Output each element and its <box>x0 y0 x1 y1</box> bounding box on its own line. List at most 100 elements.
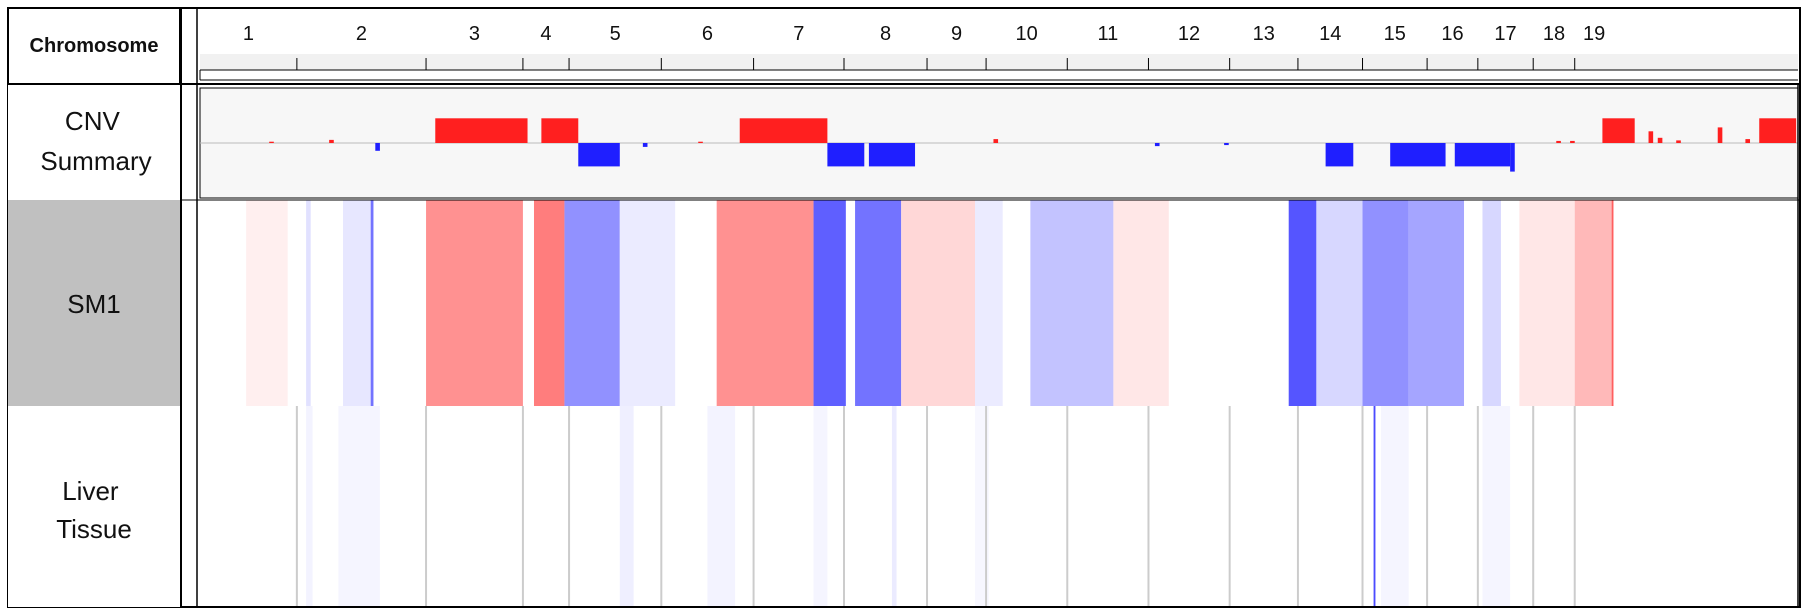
cnv-loss-bar <box>1454 143 1511 167</box>
cnv-loss-bar <box>1325 143 1354 167</box>
cnv-gain-bar <box>1759 118 1797 143</box>
cnv-loss-bar <box>827 143 865 167</box>
sm1-segment <box>306 200 311 406</box>
chromosome-labels: 1 2 3 4 5 6 7 8 9 10 11 12 13 14 15 16 17 18 19 <box>243 23 1605 45</box>
cnv-gain-bar <box>329 139 334 143</box>
cnv-gain-bar <box>435 118 528 143</box>
chromosome-label-8: 8 <box>880 23 891 45</box>
chromosome-label-9: 9 <box>951 23 962 45</box>
sm1-segment <box>1113 200 1169 406</box>
cnv-gain-bar <box>698 141 703 143</box>
cnv-summary-label-cell <box>8 84 180 200</box>
cnv-loss-bar <box>1390 143 1446 167</box>
liver-tissue-segment <box>1380 406 1409 606</box>
chromosome-label-2: 2 <box>356 23 367 45</box>
sm1-segment <box>1574 200 1612 406</box>
cnv-gain-bar <box>1745 139 1751 143</box>
cnv-summary-label: CNV Summary <box>40 106 151 176</box>
chromosome-label-6: 6 <box>702 23 713 45</box>
chromosome-label-16: 16 <box>1441 23 1463 45</box>
cnv-loss-bar <box>578 143 620 167</box>
chromosome-label-19: 19 <box>1583 23 1605 45</box>
sm1-segment <box>813 200 846 406</box>
cnv-bars <box>269 118 1797 172</box>
liver-tissue-segment <box>338 406 380 606</box>
cnv-summary-track <box>199 87 1799 199</box>
cnv-gain-bar <box>1648 131 1654 143</box>
chromosome-label-17: 17 <box>1494 23 1516 45</box>
sm1-label-cell <box>8 200 180 406</box>
sm1-segment <box>343 200 371 406</box>
chromosome-label-4: 4 <box>540 23 551 45</box>
sm1-segment <box>533 200 565 406</box>
liver-tissue-label-cell <box>8 406 180 607</box>
sm1-segment <box>370 200 374 406</box>
liver-tissue-chromosome-boundaries <box>295 406 1576 606</box>
chromosome-label-11: 11 <box>1097 23 1118 45</box>
chromosome-label-14: 14 <box>1319 23 1341 45</box>
chromosome-label-18: 18 <box>1543 23 1565 45</box>
liver-tissue-segments <box>306 406 1511 606</box>
header-background <box>200 10 1798 82</box>
chromosome-label-3: 3 <box>469 23 480 45</box>
liver-tissue-segment <box>306 406 313 606</box>
cnv-gain-bar <box>269 141 274 143</box>
chromosome-ticks <box>296 58 1576 70</box>
liver-tissue-segment <box>1482 406 1511 606</box>
sm1-segment <box>1288 200 1317 406</box>
liver-tissue-segment <box>619 406 634 606</box>
cnv-loss-bar <box>1224 143 1229 146</box>
cnv-gain-bar <box>1676 140 1681 143</box>
sm1-segment <box>901 200 976 406</box>
chromosome-label-7: 7 <box>793 23 804 45</box>
sm1-segment <box>1519 200 1575 406</box>
sm1-segment <box>1611 200 1614 406</box>
cnv-gain-bar <box>993 139 999 143</box>
sm1-segment <box>855 200 902 406</box>
chromosome-label-13: 13 <box>1253 23 1275 45</box>
liver-tissue-segment <box>891 406 897 606</box>
sm1-segment <box>426 200 523 406</box>
liver-tissue-label: Liver Tissue <box>56 476 132 544</box>
sm1-segment <box>246 200 288 406</box>
chromosome-label-10: 10 <box>1016 23 1038 45</box>
chromosome-label-12: 12 <box>1178 23 1200 45</box>
header-label-cell <box>7 7 181 85</box>
cnv-gain-bar <box>1602 118 1635 143</box>
liver-tissue-track-background <box>200 406 1798 606</box>
sm1-segment <box>1362 200 1409 406</box>
chromosome-label-5: 5 <box>610 23 621 45</box>
cnv-loss-bar <box>868 143 916 167</box>
liver-tissue-segment <box>707 406 736 606</box>
sm1-segment <box>619 200 676 406</box>
cnv-loss-bar <box>375 143 380 151</box>
sm1-segment <box>975 200 1003 406</box>
sm1-segment <box>1316 200 1363 406</box>
liver-tissue-heatmap-track <box>200 406 1798 606</box>
ruler-band <box>200 54 1798 70</box>
chromosome-axis-title: Chromosome <box>30 35 159 57</box>
liver-tissue-segment <box>1373 406 1376 606</box>
cnv-gain-bar <box>541 118 579 143</box>
chromosome-header: 1 2 3 4 5 6 7 8 9 10 11 12 13 14 15 16 17 18 19 <box>8 10 1800 85</box>
cnv-loss-bar <box>1154 143 1160 147</box>
cnv-gain-bar <box>1717 127 1723 143</box>
liver-tissue-segment <box>813 406 828 606</box>
chromosome-label-15: 15 <box>1384 23 1406 45</box>
sm1-segment <box>1482 200 1501 406</box>
cnv-loss-bar <box>642 143 648 147</box>
sm1-segment <box>1408 200 1465 406</box>
cnv-loss-bar <box>1510 143 1515 172</box>
cnv-gain-bar <box>1556 140 1561 143</box>
sm1-heatmap-track <box>200 200 1798 406</box>
cnv-gain-bar <box>1657 137 1663 143</box>
sm1-segment <box>1030 200 1114 406</box>
cnv-gain-bar <box>739 118 828 143</box>
chromosome-label-1: 1 <box>243 23 254 45</box>
sm1-label: SM1 <box>67 289 120 319</box>
track-label-column: Chromosome CNV Summary SM1 Liver Tissue <box>7 7 198 607</box>
sm1-segment <box>564 200 620 406</box>
sm1-segment <box>716 200 814 406</box>
